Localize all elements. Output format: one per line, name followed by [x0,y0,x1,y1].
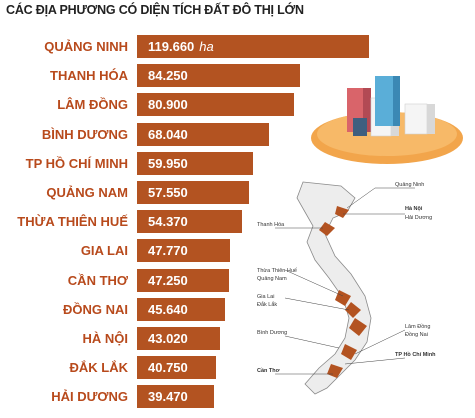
bar [137,181,249,204]
bar [137,122,269,146]
value-label: 47.770 [148,243,188,259]
category-label: ĐẮK LẮK [69,360,129,376]
bar [137,356,216,380]
bar [137,385,214,409]
category-label: TP HỒ CHÍ MINH [25,155,128,171]
map-label-lam-dong: Lâm Đồng [405,324,431,330]
map-label-quang-ninh: Quảng Ninh [395,182,425,188]
category-label: HÀ NỘI [82,331,129,346]
value-label: 54.370 [148,214,188,230]
value-label: 39.470 [148,389,188,405]
category-label: QUẢNG NAM [46,185,128,200]
value-label: 119.660 ha [148,39,214,54]
bar [137,239,230,263]
bar [137,35,369,58]
value-label: 84.250 [148,68,188,84]
category-label: THANH HÓA [50,68,128,84]
category-label: HẢI DƯƠNG [51,389,128,405]
value-label: 45.640 [148,301,188,317]
city-buildings-illustration [311,76,463,164]
bar [137,210,243,234]
value-label: 40.750 [148,360,188,376]
map-label-tp-ho-chi-minh: TP Hồ Chí Minh [395,352,436,358]
unit-label: ha [199,39,214,54]
map-label-hai-duong: Hải Dương [405,215,433,221]
category-label: QUẢNG NINH [44,39,128,54]
value-label: 47.250 [148,272,188,288]
value-label: 57.550 [148,185,188,200]
chart-title: CÁC ĐỊA PHƯƠNG CÓ DIỆN TÍCH ĐẤT ĐÔ THỊ L… [6,3,304,17]
map-label-can-tho: Cần Thơ [257,368,280,374]
category-label: LÂM ĐỒNG [57,97,128,113]
category-label: GIA LAI [80,243,128,259]
bar [137,64,301,88]
category-label: CẦN THƠ [67,272,128,288]
vietnam-map: Quảng Ninh Hà Nội Hải Dương Thanh Hóa Th… [255,178,470,408]
map-label-dong-nai: Đồng Nai [405,332,428,338]
value-label: 59.950 [148,155,188,171]
map-label-binh-duong: Bình Dương [257,330,288,336]
bar [137,151,254,175]
map-label-ha-noi: Hà Nội [405,206,423,212]
value-label: 43.020 [148,331,188,346]
category-label: ĐỒNG NAI [63,301,128,317]
map-label-quang-nam: Quảng Nam [257,276,287,282]
map-label-thanh-hoa: Thanh Hóa [257,222,285,228]
map-label-gia-lai: Gia Lai [257,294,275,300]
category-label: THỪA THIÊN HUẾ [17,214,128,230]
bar [137,93,294,117]
bar [137,327,221,350]
category-label: BÌNH DƯƠNG [41,126,128,142]
value-label: 68.040 [148,126,188,142]
bar [137,297,226,321]
map-label-dak-lak: Đắk Lắk [257,302,278,308]
map-label-thua-thien-hue: Thừa Thiên Huế [257,268,297,274]
bar [137,268,229,292]
value-label: 80.900 [148,97,188,113]
